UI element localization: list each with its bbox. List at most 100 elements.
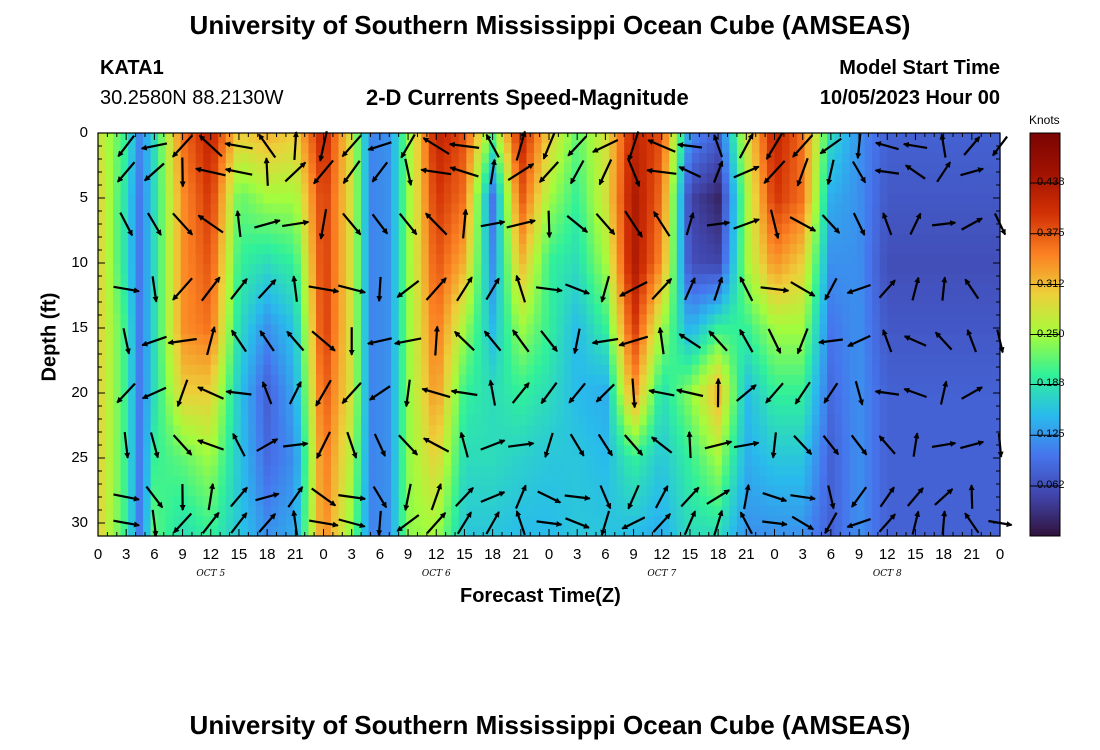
- heatmap-cell: [120, 163, 129, 174]
- heatmap-cell: [549, 153, 558, 164]
- heatmap-cell: [331, 183, 340, 195]
- heatmap-cell: [413, 314, 422, 326]
- heatmap-cell: [255, 213, 264, 225]
- heatmap-cell: [804, 304, 813, 315]
- heatmap-cell: [579, 324, 588, 336]
- heatmap-cell: [293, 405, 302, 416]
- heatmap-cell: [616, 223, 625, 235]
- heatmap-cell: [751, 263, 761, 275]
- heatmap-cell: [496, 183, 505, 195]
- heatmap-cell: [346, 183, 355, 195]
- heatmap-cell: [346, 233, 355, 245]
- heatmap-cell: [834, 253, 843, 265]
- heatmap-cell: [248, 364, 257, 376]
- heatmap-cell: [631, 475, 640, 487]
- heatmap-cell: [819, 425, 828, 436]
- heatmap-cell: [819, 314, 828, 326]
- heatmap-cell: [443, 374, 452, 386]
- heatmap-cell: [496, 193, 505, 205]
- heatmap-cell: [398, 374, 407, 386]
- current-vector-arrow: [654, 485, 669, 509]
- heatmap-cell: [766, 263, 776, 275]
- heatmap-cell: [481, 213, 490, 225]
- heatmap-cell: [383, 515, 392, 527]
- heatmap-cell: [353, 525, 362, 537]
- heatmap-cell: [586, 394, 595, 406]
- heatmap-cell: [421, 163, 430, 174]
- heatmap-cell: [676, 133, 685, 144]
- heatmap-cell: [879, 243, 888, 255]
- heatmap-cell: [729, 374, 738, 386]
- heatmap-cell: [909, 364, 918, 376]
- heatmap-cell: [255, 384, 264, 396]
- heatmap-cell: [909, 354, 918, 366]
- heatmap-cell: [338, 223, 347, 235]
- heatmap-cell: [315, 294, 325, 305]
- heatmap-cell: [669, 525, 678, 537]
- current-vector-arrow: [367, 337, 392, 346]
- heatmap-cell: [909, 515, 918, 527]
- heatmap-cell: [105, 354, 114, 366]
- heatmap-cell: [601, 495, 610, 507]
- heatmap-cell: [714, 495, 723, 507]
- heatmap-cell: [120, 223, 129, 235]
- heatmap-cell: [797, 304, 806, 315]
- heatmap-cell: [165, 314, 174, 326]
- heatmap-cell: [969, 334, 979, 346]
- heatmap-cell: [699, 193, 708, 205]
- heatmap-cell: [797, 354, 806, 366]
- heatmap-cell: [654, 203, 663, 215]
- heatmap-cell: [586, 505, 595, 517]
- heatmap-cell: [481, 233, 490, 245]
- heatmap-cell: [721, 364, 730, 376]
- heatmap-cell: [353, 173, 362, 184]
- heatmap-cell: [263, 405, 272, 416]
- heatmap-cell: [902, 415, 911, 426]
- current-vector-arrow: [600, 510, 611, 537]
- heatmap-cell: [458, 354, 467, 366]
- heatmap-cell: [819, 324, 828, 336]
- heatmap-cell: [300, 485, 310, 497]
- heatmap-cell: [639, 213, 648, 225]
- current-vector-arrow: [485, 277, 500, 301]
- current-vector-arrow: [624, 210, 643, 238]
- heatmap-cell: [766, 455, 776, 467]
- heatmap-cell: [684, 294, 693, 305]
- heatmap-cell: [541, 304, 550, 315]
- heatmap-cell: [368, 445, 377, 456]
- heatmap-cell: [263, 384, 272, 396]
- heatmap-cell: [413, 374, 422, 386]
- heatmap-cell: [977, 354, 986, 366]
- heatmap-cell: [556, 163, 565, 174]
- heatmap-cell: [98, 495, 107, 507]
- heatmap-cell: [601, 203, 610, 215]
- heatmap-cell: [992, 133, 1001, 144]
- heatmap-cell: [361, 354, 370, 366]
- heatmap-cell: [240, 183, 249, 195]
- heatmap-cell: [654, 374, 663, 386]
- heatmap-cell: [789, 233, 798, 245]
- heatmap-cell: [113, 153, 122, 164]
- heatmap-cell: [601, 183, 610, 195]
- heatmap-cell: [180, 243, 189, 255]
- heatmap-cell: [969, 324, 979, 336]
- heatmap-cell: [917, 495, 926, 507]
- heatmap-cell: [849, 284, 858, 295]
- heatmap-cell: [932, 354, 941, 366]
- heatmap-cell: [631, 294, 640, 305]
- heatmap-cell: [105, 173, 114, 184]
- heatmap-cell: [992, 525, 1001, 537]
- heatmap-cell: [346, 354, 355, 366]
- heatmap-cell: [263, 294, 272, 305]
- heatmap-cell: [909, 284, 918, 295]
- heatmap-cell: [571, 354, 580, 366]
- heatmap-cell: [233, 505, 242, 517]
- heatmap-cell: [601, 143, 610, 154]
- heatmap-cell: [128, 173, 137, 184]
- current-vector-arrow: [141, 386, 167, 400]
- heatmap-cell: [917, 163, 926, 174]
- heatmap-cell: [421, 374, 430, 386]
- heatmap-cell: [684, 133, 693, 144]
- heatmap-cell: [255, 334, 264, 346]
- heatmap-cell: [639, 163, 648, 174]
